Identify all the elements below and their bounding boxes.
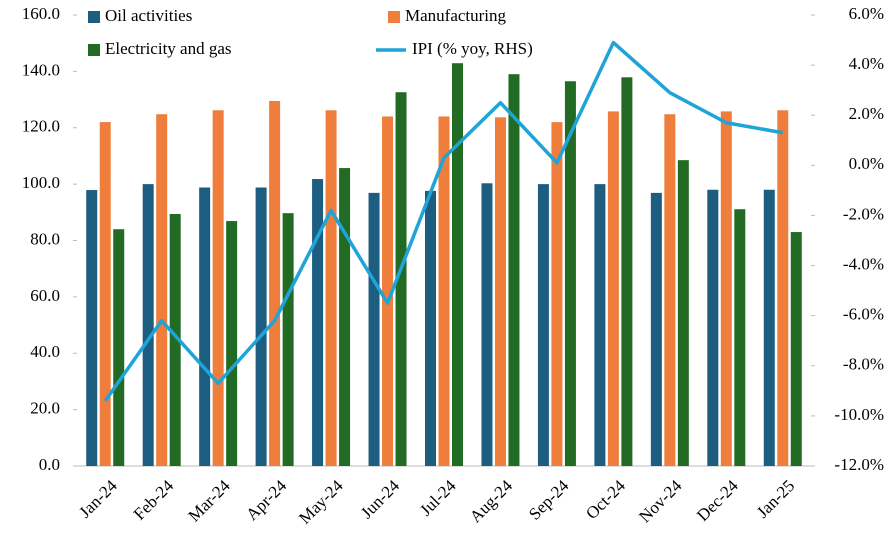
legend-label: Manufacturing [405, 6, 507, 25]
x-tick-label: Jul-24 [416, 476, 460, 520]
bar [156, 114, 168, 466]
x-tick-label: Jan-24 [75, 476, 121, 522]
bar [99, 122, 111, 467]
x-tick-label: Apr-24 [242, 476, 290, 524]
bar [169, 214, 181, 466]
bar [425, 190, 436, 466]
line [103, 40, 784, 402]
bar [226, 221, 238, 466]
y2-tick-label: -8.0% [843, 355, 884, 374]
bar [199, 187, 211, 466]
y2-tick-label: -10.0% [834, 405, 884, 424]
bar [508, 74, 520, 466]
legend-label: IPI (% yoy, RHS) [412, 39, 533, 58]
bar [790, 232, 802, 466]
bar [339, 168, 351, 467]
x-tick-label: Jun-24 [357, 476, 404, 523]
legend-swatch [88, 11, 100, 23]
y2-tick-label: -4.0% [843, 254, 884, 273]
bar [537, 184, 549, 466]
bar [607, 111, 619, 467]
bar [551, 122, 563, 467]
bar [113, 229, 125, 466]
legend-swatch [388, 11, 400, 23]
x-tick-label: Feb-24 [130, 476, 178, 524]
x-tick-label: May-24 [295, 476, 347, 528]
y-tick-label: 0.0 [39, 455, 60, 474]
bar [212, 110, 224, 467]
bar [664, 114, 676, 466]
y-tick-label: 20.0 [30, 399, 60, 418]
y-tick-label: 60.0 [30, 286, 60, 305]
bar [707, 189, 719, 466]
bar [481, 183, 493, 467]
legend-label: Oil activities [105, 6, 192, 25]
y2-tick-label: -2.0% [843, 204, 884, 223]
y-tick-label: 100.0 [22, 173, 60, 192]
bar [621, 77, 633, 466]
bar [382, 116, 394, 466]
y-tick-label: 120.0 [22, 117, 60, 136]
bar [594, 184, 606, 466]
bar [438, 116, 450, 466]
bar [395, 92, 407, 466]
bar [494, 117, 506, 467]
bar [312, 179, 324, 466]
y2-tick-label: 2.0% [849, 104, 884, 123]
bar [368, 192, 380, 466]
legend-label: Electricity and gas [105, 39, 232, 58]
bar [720, 111, 732, 467]
y2-tick-label: -12.0% [834, 455, 884, 474]
bar [86, 190, 98, 466]
x-tick-label: Mar-24 [184, 476, 234, 526]
x-tick-label: Sep-24 [525, 476, 573, 524]
bar [763, 189, 775, 466]
x-tick-label: Jan-25 [753, 476, 798, 521]
bar [452, 63, 463, 467]
y2-tick-label: 4.0% [849, 54, 884, 73]
y-tick-label: 160.0 [22, 4, 60, 23]
legend-swatch [88, 44, 100, 56]
bar [677, 160, 689, 466]
x-tick-label: Aug-24 [466, 476, 517, 527]
y-tick-label: 40.0 [30, 342, 60, 361]
bar [255, 187, 267, 466]
bar [777, 110, 789, 467]
y-tick-label: 140.0 [22, 60, 60, 79]
y-tick-label: 80.0 [30, 229, 60, 248]
x-tick-label: Oct-24 [582, 476, 629, 523]
bar [564, 81, 576, 466]
bar [142, 184, 154, 466]
y2-tick-label: 0.0% [849, 154, 884, 173]
x-tick-label: Nov-24 [635, 476, 686, 527]
bar [650, 192, 662, 466]
y2-tick-label: 6.0% [849, 4, 884, 23]
bar [282, 213, 294, 466]
bar [325, 110, 337, 467]
bar [734, 209, 746, 467]
bar [269, 100, 281, 467]
y2-tick-label: -6.0% [843, 305, 884, 324]
x-tick-label: Dec-24 [693, 476, 742, 525]
